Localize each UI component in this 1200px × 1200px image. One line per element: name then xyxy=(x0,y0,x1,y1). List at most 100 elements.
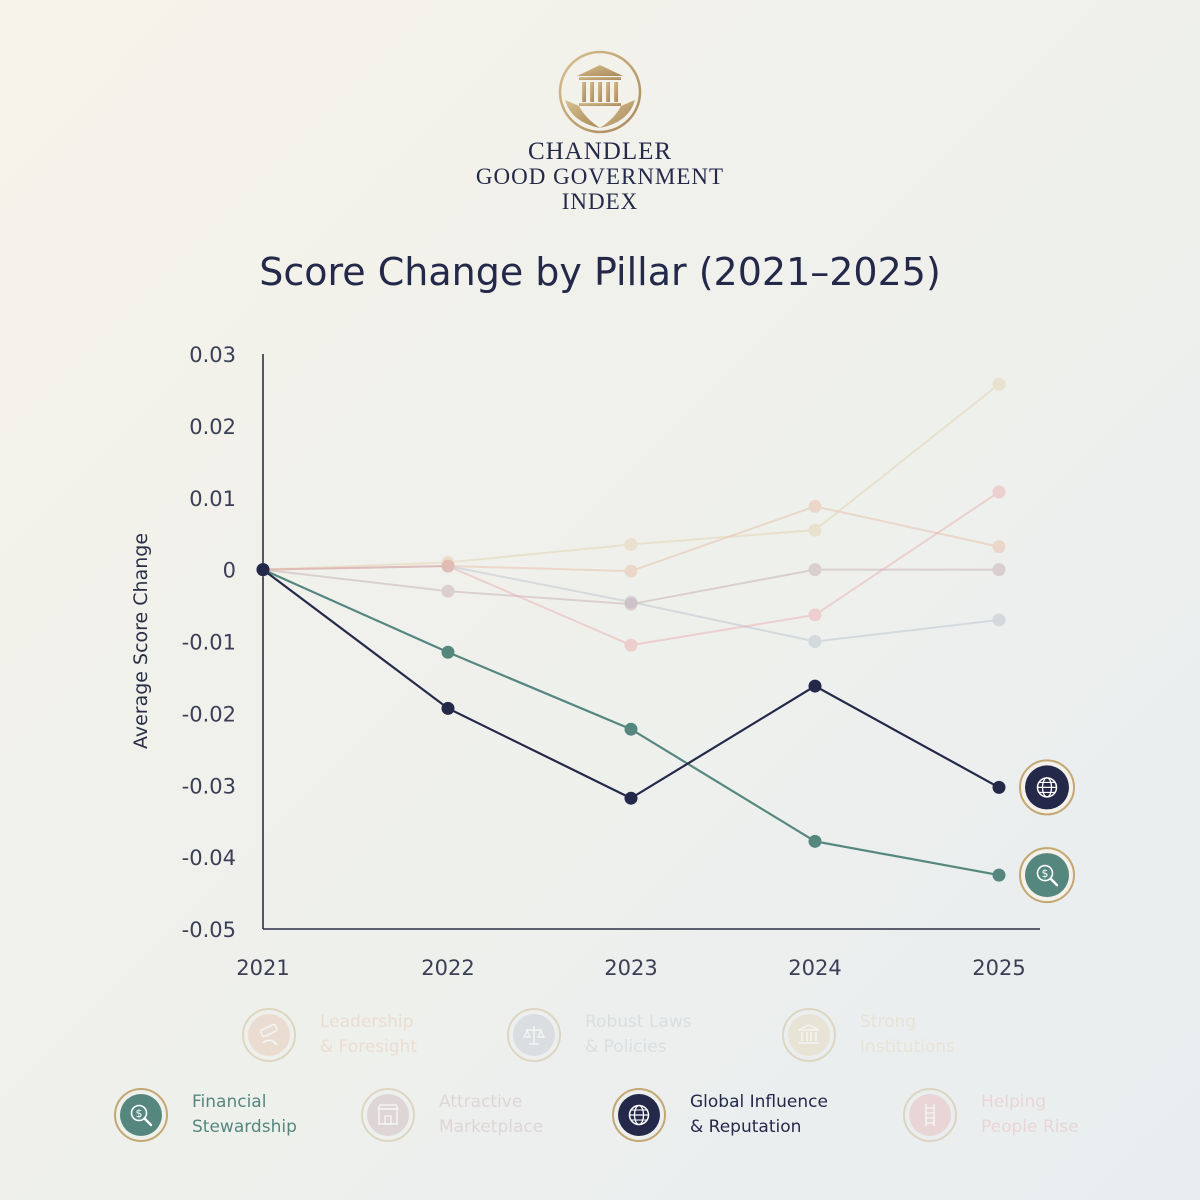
x-tick-label: 2025 xyxy=(972,956,1025,980)
series-helping-people-rise xyxy=(256,485,1006,652)
globe-icon xyxy=(612,1088,666,1142)
legend-label-line2: Marketplace xyxy=(439,1117,544,1137)
legend-item: Robust Laws & Policies xyxy=(507,1008,745,1062)
data-point xyxy=(992,540,1006,554)
data-point xyxy=(624,597,638,611)
data-point xyxy=(808,563,822,577)
legend-label-line2: & Reputation xyxy=(690,1117,802,1137)
globe-icon xyxy=(1019,759,1075,816)
legend-label-line1: Global Influence xyxy=(690,1091,828,1112)
data-point xyxy=(256,563,270,577)
data-point xyxy=(624,537,638,551)
legend-label-line1: Helping xyxy=(981,1091,1047,1112)
data-point xyxy=(808,608,822,622)
y-tick-label: 0.02 xyxy=(189,415,236,439)
y-tick-label: -0.04 xyxy=(182,846,236,870)
line-chart: 0.030.020.010-0.01-0.02-0.03-0.04-0.0520… xyxy=(130,343,1075,980)
series-financial-stewardship xyxy=(256,563,1006,882)
brand-name-line3: INDEX xyxy=(561,188,639,214)
legend-label-line1: Attractive xyxy=(439,1091,523,1112)
data-point xyxy=(992,563,1006,577)
legend-item: Helping People Rise xyxy=(903,1088,1141,1142)
data-point xyxy=(441,584,455,598)
legend-item: Leadership & Foresight xyxy=(242,1008,480,1062)
storefront-icon xyxy=(361,1088,415,1142)
x-tick-label: 2022 xyxy=(421,956,474,980)
legend-item: Global Influence & Reputation xyxy=(612,1088,850,1142)
y-tick-label: 0 xyxy=(223,559,236,583)
data-point xyxy=(808,834,822,848)
legend-label-line2: People Rise xyxy=(981,1117,1079,1137)
data-point xyxy=(624,722,638,736)
legend-label: Global Influence & Reputation xyxy=(690,1090,850,1141)
data-point xyxy=(992,377,1006,391)
y-tick-label: -0.01 xyxy=(182,631,236,655)
data-point xyxy=(441,559,455,573)
legend-label-line1: Robust Laws xyxy=(585,1011,692,1032)
legend-item: $ Financial Stewardship xyxy=(114,1088,352,1142)
legend-label: Financial Stewardship xyxy=(192,1090,352,1141)
series-line xyxy=(262,383,1000,571)
data-point xyxy=(441,701,455,715)
y-tick-label: -0.02 xyxy=(182,702,236,726)
data-point xyxy=(992,485,1006,499)
series-strong-institutions xyxy=(256,377,1006,577)
series-global-influence-reputation xyxy=(256,563,1006,805)
y-tick-label: -0.03 xyxy=(182,774,236,798)
y-tick-label: 0.01 xyxy=(189,487,236,511)
data-point xyxy=(992,613,1006,627)
data-point xyxy=(808,523,822,537)
data-point xyxy=(624,638,638,652)
legend-label: Helping People Rise xyxy=(981,1090,1141,1141)
legend-label-line2: & Foresight xyxy=(320,1037,418,1057)
data-point xyxy=(992,780,1006,794)
y-tick-label: 0.03 xyxy=(189,343,236,367)
y-axis-title: Average Score Change xyxy=(130,533,152,749)
building-columns-icon xyxy=(782,1008,836,1062)
brand-header: CHANDLER GOOD GOVERNMENT INDEX xyxy=(0,48,1200,215)
brand-name-line1: CHANDLER xyxy=(527,138,673,165)
x-tick-label: 2023 xyxy=(604,956,657,980)
legend-item: Strong Institutions xyxy=(782,1008,1020,1062)
dollar-magnifier-icon: $ xyxy=(1019,847,1075,904)
series-line xyxy=(262,565,1000,643)
data-point xyxy=(441,645,455,659)
courthouse-in-hands-icon xyxy=(558,50,642,134)
x-tick-label: 2021 xyxy=(236,956,289,980)
data-point xyxy=(808,499,822,513)
legend-label-line2: Institutions xyxy=(860,1037,955,1057)
series-line xyxy=(262,568,1000,877)
data-point xyxy=(624,564,638,578)
legend-label-line2: & Policies xyxy=(585,1037,667,1057)
dollar-magnifier-icon: $ xyxy=(114,1088,168,1142)
series-line xyxy=(262,491,1000,647)
svg-text:$: $ xyxy=(136,1107,143,1120)
data-point xyxy=(441,555,455,569)
legend-label-line1: Strong xyxy=(860,1011,917,1032)
data-point xyxy=(624,595,638,609)
series-line xyxy=(262,505,1000,573)
chart-title: Score Change by Pillar (2021–2025) xyxy=(259,250,941,294)
series-line xyxy=(262,568,999,606)
data-point xyxy=(808,635,822,648)
x-tick-label: 2024 xyxy=(788,956,841,980)
legend-label-line2: Stewardship xyxy=(192,1117,297,1137)
data-point xyxy=(808,679,822,693)
legend-label: Attractive Marketplace xyxy=(439,1090,599,1141)
data-point xyxy=(992,868,1006,882)
legend-label-line1: Financial xyxy=(192,1091,267,1112)
svg-text:$: $ xyxy=(1042,867,1049,880)
data-point xyxy=(441,559,455,573)
legend-label: Robust Laws & Policies xyxy=(585,1010,745,1061)
ladder-icon xyxy=(903,1088,957,1142)
scales-of-justice-icon xyxy=(507,1008,561,1062)
legend-item: Attractive Marketplace xyxy=(361,1088,599,1142)
y-tick-label: -0.05 xyxy=(182,918,236,942)
legend-label-line1: Leadership xyxy=(320,1011,414,1032)
data-point xyxy=(441,559,455,573)
legend-label: Leadership & Foresight xyxy=(320,1010,480,1061)
legend-label: Strong Institutions xyxy=(860,1010,1020,1061)
telescope-hand-icon xyxy=(242,1008,296,1062)
data-point xyxy=(624,791,638,805)
brand-name-line2: GOOD GOVERNMENT xyxy=(475,164,725,189)
